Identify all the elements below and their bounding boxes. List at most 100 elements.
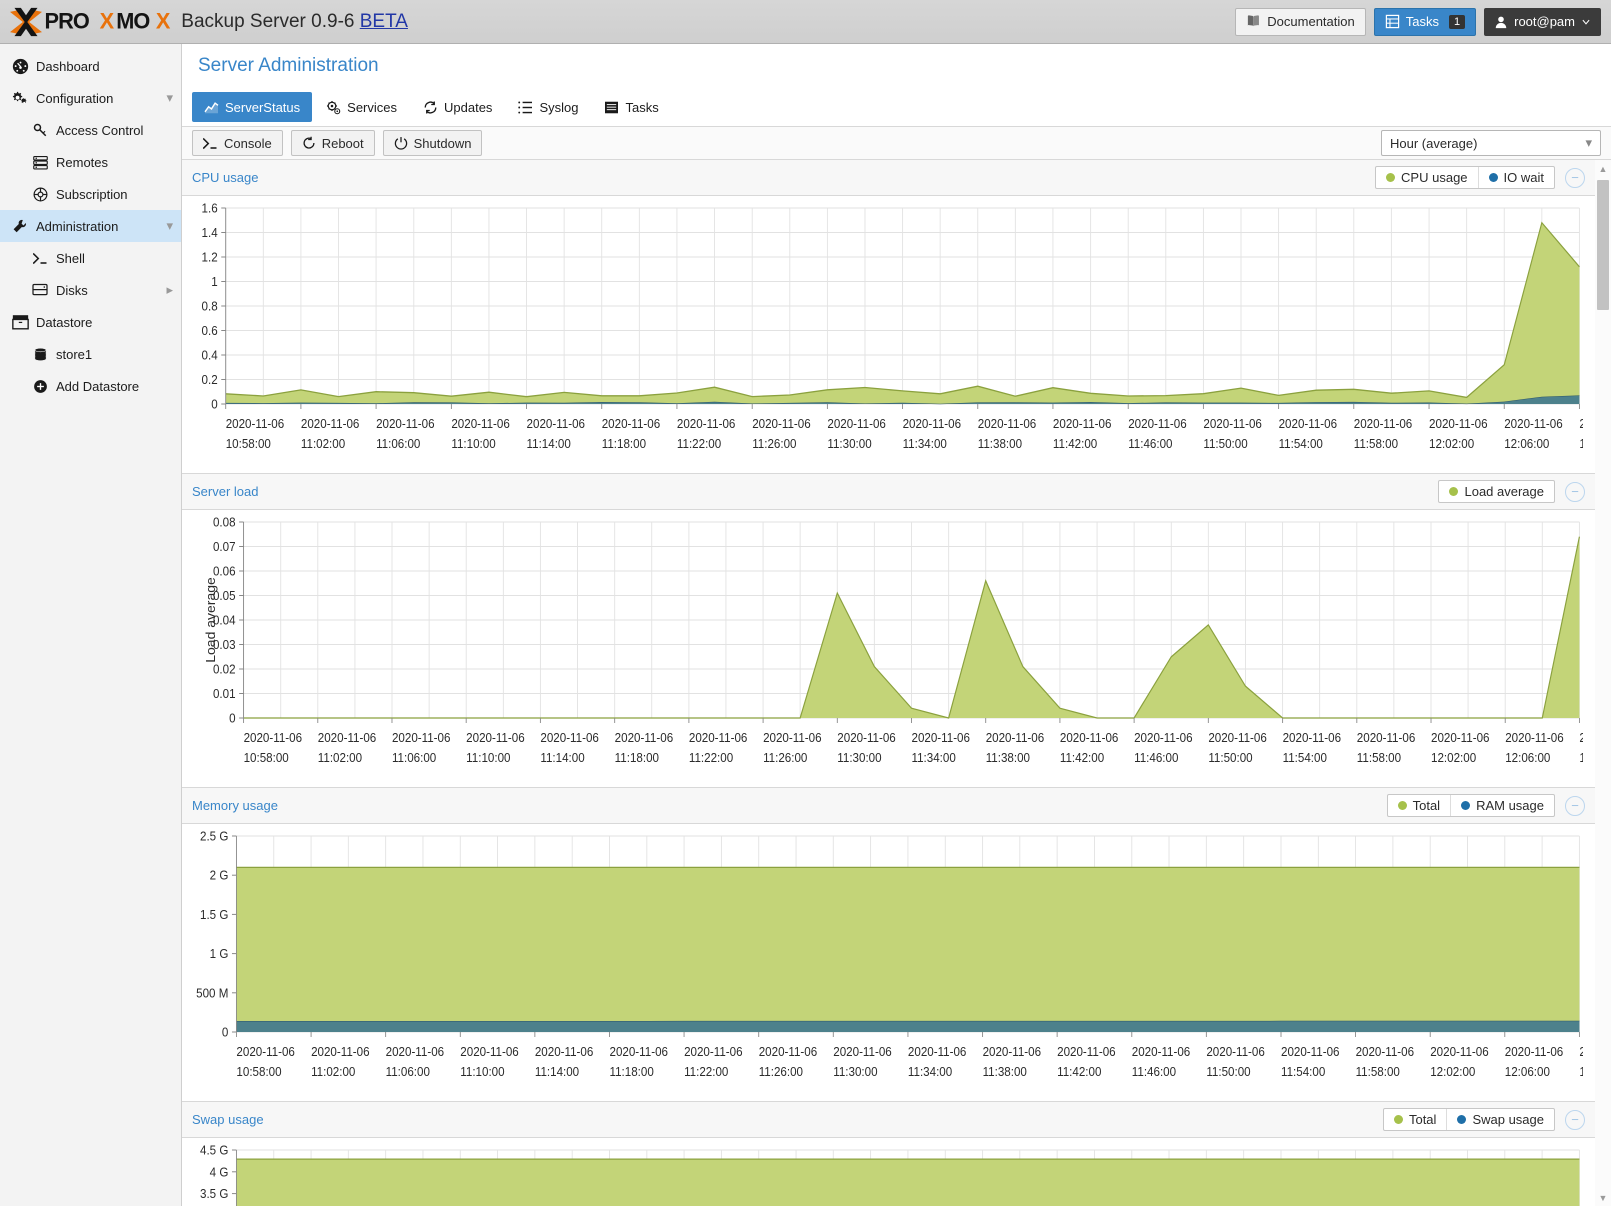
svg-text:11:30:00: 11:30:00 bbox=[827, 436, 871, 451]
svg-text:11:14:00: 11:14:00 bbox=[540, 750, 584, 765]
svg-text:2020-11-06: 2020-11-06 bbox=[677, 416, 736, 431]
svg-text:11:42:00: 11:42:00 bbox=[1060, 750, 1104, 765]
svg-text:12:10:00: 12:10:00 bbox=[1579, 750, 1583, 765]
svg-text:0.01: 0.01 bbox=[213, 686, 236, 701]
svg-text:2020-11-06: 2020-11-06 bbox=[535, 1044, 594, 1059]
svg-text:2020-11-06: 2020-11-06 bbox=[1430, 1044, 1489, 1059]
svg-text:0.06: 0.06 bbox=[213, 564, 236, 579]
svg-text:11:54:00: 11:54:00 bbox=[1279, 436, 1323, 451]
svg-text:0.6: 0.6 bbox=[202, 323, 218, 338]
svg-text:11:22:00: 11:22:00 bbox=[677, 436, 721, 451]
svg-text:2020-11-06: 2020-11-06 bbox=[1579, 730, 1583, 745]
svg-text:0: 0 bbox=[211, 397, 218, 412]
svg-text:11:18:00: 11:18:00 bbox=[602, 436, 646, 451]
svg-text:1: 1 bbox=[211, 274, 218, 289]
svg-text:12:02:00: 12:02:00 bbox=[1431, 750, 1476, 765]
svg-text:2020-11-06: 2020-11-06 bbox=[1579, 416, 1583, 431]
svg-text:11:06:00: 11:06:00 bbox=[376, 436, 420, 451]
svg-text:2020-11-06: 2020-11-06 bbox=[1431, 730, 1490, 745]
svg-text:2020-11-06: 2020-11-06 bbox=[392, 730, 451, 745]
svg-text:2020-11-06: 2020-11-06 bbox=[1060, 730, 1119, 745]
svg-text:1.4: 1.4 bbox=[202, 225, 218, 240]
svg-text:11:26:00: 11:26:00 bbox=[763, 750, 807, 765]
svg-text:2 G: 2 G bbox=[210, 868, 229, 883]
svg-text:2020-11-06: 2020-11-06 bbox=[1579, 1044, 1583, 1059]
svg-text:2020-11-06: 2020-11-06 bbox=[908, 1044, 967, 1059]
svg-text:2020-11-06: 2020-11-06 bbox=[978, 416, 1037, 431]
svg-text:4 G: 4 G bbox=[210, 1165, 229, 1180]
svg-text:11:02:00: 11:02:00 bbox=[311, 1064, 355, 1079]
svg-text:2020-11-06: 2020-11-06 bbox=[311, 1044, 370, 1059]
svg-text:2020-11-06: 2020-11-06 bbox=[301, 416, 360, 431]
svg-text:12:06:00: 12:06:00 bbox=[1505, 750, 1550, 765]
svg-text:2020-11-06: 2020-11-06 bbox=[983, 1044, 1042, 1059]
svg-text:2020-11-06: 2020-11-06 bbox=[1429, 416, 1488, 431]
svg-text:2020-11-06: 2020-11-06 bbox=[236, 1044, 295, 1059]
svg-text:2020-11-06: 2020-11-06 bbox=[986, 730, 1045, 745]
svg-text:11:38:00: 11:38:00 bbox=[978, 436, 1022, 451]
svg-text:11:10:00: 11:10:00 bbox=[451, 436, 495, 451]
svg-text:1.2: 1.2 bbox=[202, 250, 218, 265]
svg-text:0.08: 0.08 bbox=[213, 515, 236, 530]
svg-text:1.6: 1.6 bbox=[202, 201, 218, 216]
svg-text:2020-11-06: 2020-11-06 bbox=[1504, 416, 1563, 431]
svg-text:0.07: 0.07 bbox=[213, 539, 236, 554]
svg-text:11:18:00: 11:18:00 bbox=[615, 750, 659, 765]
svg-text:2020-11-06: 2020-11-06 bbox=[1132, 1044, 1191, 1059]
svg-text:2020-11-06: 2020-11-06 bbox=[1134, 730, 1193, 745]
svg-text:Load average: Load average bbox=[204, 577, 218, 663]
svg-text:11:18:00: 11:18:00 bbox=[610, 1064, 654, 1079]
svg-text:11:54:00: 11:54:00 bbox=[1283, 750, 1327, 765]
svg-text:2020-11-06: 2020-11-06 bbox=[837, 730, 896, 745]
svg-text:10:58:00: 10:58:00 bbox=[226, 436, 271, 451]
svg-text:12:02:00: 12:02:00 bbox=[1429, 436, 1474, 451]
svg-text:2020-11-06: 2020-11-06 bbox=[1053, 416, 1112, 431]
svg-text:2020-11-06: 2020-11-06 bbox=[1356, 1044, 1415, 1059]
svg-text:2020-11-06: 2020-11-06 bbox=[752, 416, 811, 431]
svg-text:11:34:00: 11:34:00 bbox=[912, 750, 956, 765]
svg-text:0: 0 bbox=[222, 1025, 229, 1040]
svg-text:11:38:00: 11:38:00 bbox=[986, 750, 1030, 765]
svg-text:X: X bbox=[100, 8, 115, 33]
svg-text:2020-11-06: 2020-11-06 bbox=[1128, 416, 1187, 431]
svg-text:2020-11-06: 2020-11-06 bbox=[318, 730, 377, 745]
svg-text:11:06:00: 11:06:00 bbox=[392, 750, 436, 765]
svg-text:11:58:00: 11:58:00 bbox=[1356, 1064, 1400, 1079]
svg-text:2.5 G: 2.5 G bbox=[200, 829, 228, 844]
svg-text:12:06:00: 12:06:00 bbox=[1505, 1064, 1550, 1079]
svg-text:10:58:00: 10:58:00 bbox=[244, 750, 289, 765]
svg-text:2020-11-06: 2020-11-06 bbox=[1505, 730, 1564, 745]
svg-text:11:14:00: 11:14:00 bbox=[527, 436, 571, 451]
svg-text:0.02: 0.02 bbox=[213, 662, 236, 677]
svg-text:0.4: 0.4 bbox=[202, 348, 218, 363]
svg-text:11:54:00: 11:54:00 bbox=[1281, 1064, 1325, 1079]
svg-text:2020-11-06: 2020-11-06 bbox=[527, 416, 586, 431]
svg-text:10:58:00: 10:58:00 bbox=[236, 1064, 281, 1079]
svg-text:0.2: 0.2 bbox=[202, 372, 218, 387]
svg-text:11:46:00: 11:46:00 bbox=[1134, 750, 1178, 765]
svg-text:3.5 G: 3.5 G bbox=[200, 1186, 228, 1201]
svg-text:500 M: 500 M bbox=[196, 986, 228, 1001]
svg-text:12:10:00: 12:10:00 bbox=[1579, 436, 1583, 451]
svg-text:11:30:00: 11:30:00 bbox=[837, 750, 881, 765]
svg-text:11:02:00: 11:02:00 bbox=[318, 750, 362, 765]
svg-text:11:22:00: 11:22:00 bbox=[689, 750, 733, 765]
svg-text:2020-11-06: 2020-11-06 bbox=[460, 1044, 519, 1059]
svg-text:2020-11-06: 2020-11-06 bbox=[903, 416, 962, 431]
svg-text:MO: MO bbox=[116, 8, 149, 33]
svg-text:2020-11-06: 2020-11-06 bbox=[244, 730, 303, 745]
svg-text:12:10:00: 12:10:00 bbox=[1579, 1064, 1583, 1079]
svg-text:12:06:00: 12:06:00 bbox=[1504, 436, 1549, 451]
svg-text:11:42:00: 11:42:00 bbox=[1053, 436, 1097, 451]
svg-text:2020-11-06: 2020-11-06 bbox=[376, 416, 435, 431]
svg-text:11:14:00: 11:14:00 bbox=[535, 1064, 579, 1079]
svg-text:2020-11-06: 2020-11-06 bbox=[1208, 730, 1267, 745]
svg-text:11:42:00: 11:42:00 bbox=[1057, 1064, 1101, 1079]
svg-text:2020-11-06: 2020-11-06 bbox=[1281, 1044, 1340, 1059]
svg-text:2020-11-06: 2020-11-06 bbox=[833, 1044, 892, 1059]
svg-text:0: 0 bbox=[229, 711, 236, 726]
svg-text:11:30:00: 11:30:00 bbox=[833, 1064, 877, 1079]
svg-text:2020-11-06: 2020-11-06 bbox=[1203, 416, 1262, 431]
svg-text:2020-11-06: 2020-11-06 bbox=[1206, 1044, 1265, 1059]
svg-text:11:50:00: 11:50:00 bbox=[1208, 750, 1252, 765]
